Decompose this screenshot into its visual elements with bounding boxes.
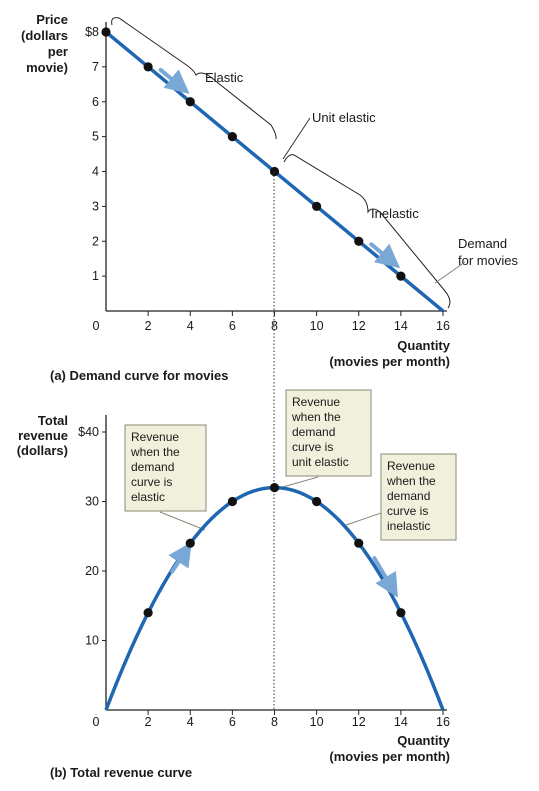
- callout-inelastic-line: inelastic: [387, 519, 430, 533]
- revenue-x-tick-label: 0: [93, 715, 100, 729]
- revenue-point: [354, 538, 364, 548]
- callout-inelastic-line: demand: [387, 489, 430, 503]
- revenue-point: [143, 608, 153, 618]
- revenue-caption: (b) Total revenue curve: [50, 765, 192, 780]
- callout-elastic-line: curve is: [131, 475, 172, 489]
- revenue-y-title-line: Total: [38, 413, 68, 428]
- callout-elastic-line: elastic: [131, 490, 165, 504]
- revenue-y-tick-label: $40: [78, 425, 99, 439]
- demand-arrow-elastic: [158, 67, 190, 94]
- total-revenue-chart: 0 2 4 6 8 10 12 14 16 $40 30 20 10 Totalrevenue(doll…: [17, 389, 457, 780]
- elastic-brace: [111, 17, 277, 140]
- demand-y-tick-label: $8: [85, 25, 99, 39]
- demand-x-tick-label: 8: [271, 319, 278, 333]
- revenue-x-tick-label: 8: [271, 715, 278, 729]
- demand-y-title-line: per: [48, 44, 68, 59]
- revenue-y-title-line: (dollars): [17, 443, 68, 458]
- demand-point: [312, 201, 322, 211]
- demand-x-tick-label: 10: [310, 319, 324, 333]
- demand-y-tick-label: 7: [92, 60, 99, 74]
- demand-label-pointer: [434, 261, 466, 284]
- unit-elastic-pointer: [282, 117, 311, 160]
- revenue-x-tick-label: 12: [352, 715, 366, 729]
- revenue-x-tick-label: 2: [145, 715, 152, 729]
- demand-caption: (a) Demand curve for movies: [50, 368, 228, 383]
- elastic-label: Elastic: [205, 70, 244, 85]
- demand-x-tick-label: 16: [436, 319, 450, 333]
- callout-elastic-pointer: [159, 511, 206, 531]
- demand-point: [354, 236, 364, 246]
- revenue-point: [185, 538, 195, 548]
- revenue-x-title-line: (movies per month): [329, 749, 450, 764]
- callout-unit-line: Revenue: [292, 395, 340, 409]
- inelastic-brace: [283, 154, 451, 309]
- revenue-x-tick-label: 10: [310, 715, 324, 729]
- demand-y-title-line: Price: [36, 12, 68, 27]
- demand-y-tick-label: 4: [92, 165, 99, 179]
- callout-elastic-line: Revenue: [131, 430, 179, 444]
- demand-point: [143, 62, 153, 72]
- demand-point: [227, 132, 237, 142]
- unit-elastic-label: Unit elastic: [312, 110, 376, 125]
- demand-y-tick-label: 5: [92, 130, 99, 144]
- demand-curve-label: Demand for movies: [458, 236, 518, 268]
- demand-y-tick-label: 3: [92, 199, 99, 213]
- callout-inelastic-line: Revenue: [387, 459, 435, 473]
- inelastic-label: Inelastic: [371, 206, 419, 221]
- revenue-y-tick-label: 20: [85, 564, 99, 578]
- revenue-arrow-elastic: [168, 541, 192, 574]
- revenue-y-title-line: revenue: [18, 428, 68, 443]
- revenue-point: [396, 608, 406, 618]
- callout-inelastic-line: when the: [386, 474, 436, 488]
- callout-elastic-line: demand: [131, 460, 174, 474]
- callout-inelastic-line: curve is: [387, 504, 428, 518]
- callout-unit-line: curve is: [292, 440, 333, 454]
- revenue-x-axis-title: Quantity(movies per month): [329, 733, 450, 764]
- demand-x-tick-label: 12: [352, 319, 366, 333]
- demand-x-title-line: Quantity: [397, 338, 450, 353]
- demand-point: [269, 166, 280, 177]
- demand-x-tick-label: 0: [93, 319, 100, 333]
- callout-unit-line: unit elastic: [292, 455, 349, 469]
- demand-y-tick-label: 2: [92, 234, 99, 248]
- demand-x-tick-label: 2: [145, 319, 152, 333]
- revenue-arrow-inelastic: [372, 556, 398, 598]
- revenue-point: [312, 496, 322, 507]
- revenue-y-tick-label: 30: [85, 495, 99, 509]
- demand-x-tick-label: 6: [229, 319, 236, 333]
- demand-x-title-line: (movies per month): [329, 354, 450, 369]
- revenue-point: [269, 483, 280, 493]
- callout-unit-line: when the: [291, 410, 341, 424]
- demand-y-tick-label: 1: [92, 269, 99, 283]
- demand-y-title-line: (dollars: [21, 28, 68, 43]
- revenue-y-tick-label: 10: [85, 634, 99, 648]
- demand-arrow-inelastic: [369, 242, 401, 269]
- demand-x-tick-label: 4: [187, 319, 194, 333]
- demand-chart: 0 2 4 6 8 10 12 14 16 $8 7 6 5 4 3 2 1 Price(dollarsperm…: [21, 12, 518, 383]
- demand-x-tick-label: 14: [394, 319, 408, 333]
- callout-elastic-line: when the: [130, 445, 180, 459]
- demand-point: [101, 27, 111, 37]
- revenue-x-tick-label: 16: [436, 715, 450, 729]
- revenue-point: [227, 496, 237, 507]
- revenue-x-tick-label: 4: [187, 715, 194, 729]
- demand-x-axis-title: Quantity(movies per month): [329, 338, 450, 369]
- callout-unit-line: demand: [292, 425, 335, 439]
- demand-y-title-line: movie): [26, 60, 68, 75]
- revenue-x-title-line: Quantity: [397, 733, 450, 748]
- demand-point: [396, 271, 406, 281]
- revenue-x-tick-label: 6: [229, 715, 236, 729]
- demand-curve-label-line: for movies: [458, 253, 518, 268]
- demand-curve-label-line: Demand: [458, 236, 507, 251]
- demand-y-tick-label: 6: [92, 95, 99, 109]
- revenue-x-tick-label: 14: [394, 715, 408, 729]
- demand-point: [185, 97, 195, 107]
